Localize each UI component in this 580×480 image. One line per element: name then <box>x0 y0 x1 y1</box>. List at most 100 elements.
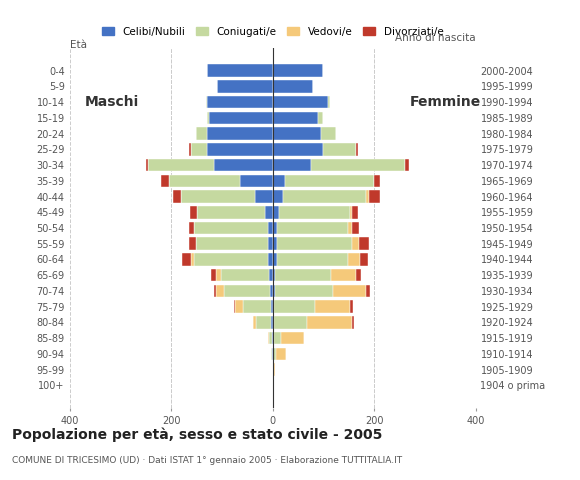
Bar <box>173 190 181 203</box>
Bar <box>360 253 368 266</box>
Bar <box>235 300 242 313</box>
Bar <box>276 348 286 360</box>
Bar <box>277 238 351 250</box>
Bar <box>216 269 221 281</box>
Bar <box>253 316 256 329</box>
Bar <box>273 80 313 93</box>
Bar <box>273 363 275 376</box>
Bar <box>273 316 274 329</box>
Bar <box>405 159 409 171</box>
Bar <box>273 222 277 234</box>
Bar <box>352 316 354 329</box>
Bar <box>206 111 209 124</box>
Bar <box>266 206 273 218</box>
Bar <box>283 190 367 203</box>
Bar <box>273 269 275 281</box>
Bar <box>333 285 366 297</box>
Bar <box>268 332 269 345</box>
Bar <box>273 127 321 140</box>
Bar <box>269 332 271 345</box>
Bar <box>311 159 405 171</box>
Bar <box>189 222 194 234</box>
Bar <box>197 127 206 140</box>
Bar <box>211 269 216 281</box>
Bar <box>217 80 273 93</box>
Bar <box>356 143 358 156</box>
Bar <box>256 316 271 329</box>
Bar <box>255 190 273 203</box>
Bar <box>191 253 194 266</box>
Bar <box>328 96 330 108</box>
Bar <box>331 269 356 281</box>
Bar <box>273 206 278 218</box>
Bar <box>274 300 315 313</box>
Bar <box>273 111 318 124</box>
Bar <box>271 332 273 345</box>
Bar <box>281 332 304 345</box>
Bar <box>273 253 277 266</box>
Bar <box>274 332 281 345</box>
Bar <box>182 253 191 266</box>
Bar <box>273 175 285 187</box>
Bar <box>267 238 273 250</box>
Bar <box>315 300 350 313</box>
Bar <box>224 285 270 297</box>
Bar <box>366 285 370 297</box>
Bar <box>169 175 240 187</box>
Bar <box>197 238 267 250</box>
Bar <box>216 285 224 297</box>
Bar <box>194 253 267 266</box>
Bar <box>234 300 235 313</box>
Bar <box>190 206 197 218</box>
Bar <box>273 238 277 250</box>
Bar <box>191 143 206 156</box>
Bar <box>273 159 311 171</box>
Bar <box>273 143 324 156</box>
Bar <box>267 222 273 234</box>
Bar <box>161 175 169 187</box>
Bar <box>182 190 255 203</box>
Bar <box>206 127 273 140</box>
Bar <box>194 222 267 234</box>
Bar <box>277 222 348 234</box>
Bar <box>350 300 353 313</box>
Bar <box>275 269 331 281</box>
Text: Popolazione per età, sesso e stato civile - 2005: Popolazione per età, sesso e stato civil… <box>12 428 382 442</box>
Bar <box>271 316 273 329</box>
Bar <box>273 190 283 203</box>
Bar <box>221 269 269 281</box>
Bar <box>324 143 356 156</box>
Bar <box>271 300 273 313</box>
Bar <box>273 300 274 313</box>
Bar <box>348 222 351 234</box>
Bar <box>318 111 324 124</box>
Bar <box>206 96 273 108</box>
Bar <box>206 143 273 156</box>
Bar <box>350 206 352 218</box>
Bar <box>285 175 374 187</box>
Bar <box>270 285 273 297</box>
Bar <box>275 285 333 297</box>
Bar <box>321 127 336 140</box>
Bar <box>214 285 216 297</box>
Bar <box>271 348 272 360</box>
Bar <box>356 269 361 281</box>
Bar <box>206 64 273 77</box>
Bar <box>352 206 358 218</box>
Bar <box>351 222 360 234</box>
Bar <box>214 159 273 171</box>
Bar <box>369 190 380 203</box>
Text: COMUNE DI TRICESIMO (UD) · Dati ISTAT 1° gennaio 2005 · Elaborazione TUTTITALIA.: COMUNE DI TRICESIMO (UD) · Dati ISTAT 1°… <box>12 456 402 465</box>
Bar <box>273 64 324 77</box>
Text: Età: Età <box>70 40 86 50</box>
Bar <box>267 253 273 266</box>
Bar <box>269 269 273 281</box>
Text: Maschi: Maschi <box>85 95 139 109</box>
Bar <box>278 206 350 218</box>
Bar <box>273 285 275 297</box>
Bar <box>360 238 368 250</box>
Bar <box>273 96 328 108</box>
Bar <box>348 253 360 266</box>
Bar <box>190 238 197 250</box>
Bar <box>277 253 348 266</box>
